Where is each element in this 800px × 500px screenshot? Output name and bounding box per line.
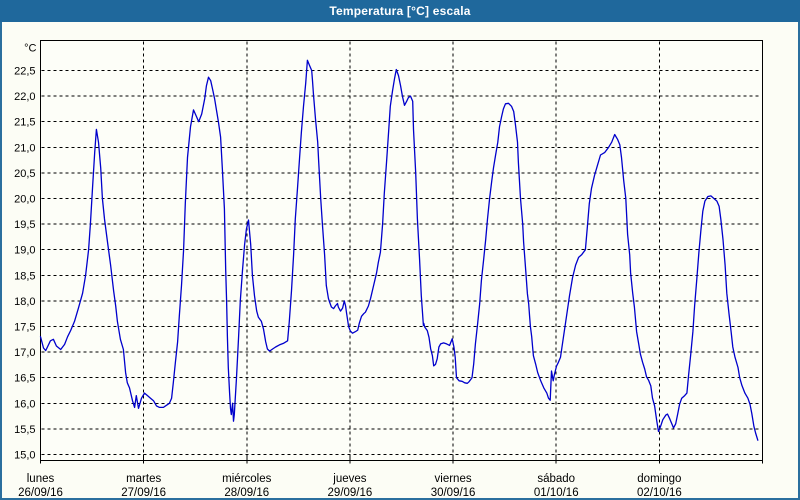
date-label: 30/09/16 bbox=[431, 487, 476, 499]
y-axis-tick-label: 18,5 bbox=[14, 270, 35, 282]
y-axis-tick-label: 21,0 bbox=[14, 142, 35, 154]
day-label: lunes bbox=[27, 473, 55, 485]
title-bar: Temperatura [°C] escala bbox=[0, 0, 800, 22]
y-axis-tick-label: 18,0 bbox=[14, 296, 35, 308]
day-label: viernes bbox=[435, 473, 472, 485]
date-label: 27/09/16 bbox=[121, 487, 166, 499]
plot-border bbox=[40, 40, 763, 461]
date-label: 29/09/16 bbox=[328, 487, 373, 499]
day-label: miércoles bbox=[222, 473, 271, 485]
day-label: martes bbox=[126, 473, 161, 485]
date-label: 26/09/16 bbox=[18, 487, 63, 499]
day-label: domingo bbox=[637, 473, 681, 485]
y-axis-tick-label: 19,5 bbox=[14, 219, 35, 231]
y-axis-tick-label: 17,0 bbox=[14, 347, 35, 359]
y-axis-tick-label: 17,5 bbox=[14, 322, 35, 334]
plot-area bbox=[40, 40, 763, 461]
y-axis-tick-label: 22,0 bbox=[14, 91, 35, 103]
y-axis-tick-label: 16,5 bbox=[14, 373, 35, 385]
y-axis-tick-label: 16,0 bbox=[14, 398, 35, 410]
y-axis-unit-label: °C bbox=[24, 43, 36, 55]
y-axis-tick-label: 22,5 bbox=[14, 66, 35, 78]
date-label: 02/10/16 bbox=[637, 487, 682, 499]
y-axis-tick-label: 20,5 bbox=[14, 168, 35, 180]
temperature-series-line bbox=[39, 59, 759, 441]
y-axis-tick-label: 21,5 bbox=[14, 117, 35, 129]
y-axis-tick-label: 20,0 bbox=[14, 194, 35, 206]
chart-title: Temperatura [°C] escala bbox=[329, 4, 471, 18]
y-axis-tick-label: 15,0 bbox=[14, 450, 35, 462]
date-label: 28/09/16 bbox=[224, 487, 269, 499]
day-label: sábado bbox=[537, 473, 575, 485]
y-axis-tick-label: 19,0 bbox=[14, 245, 35, 257]
y-axis-tick-label: 15,5 bbox=[14, 424, 35, 436]
date-label: 01/10/16 bbox=[534, 487, 579, 499]
day-label: jueves bbox=[332, 473, 366, 485]
